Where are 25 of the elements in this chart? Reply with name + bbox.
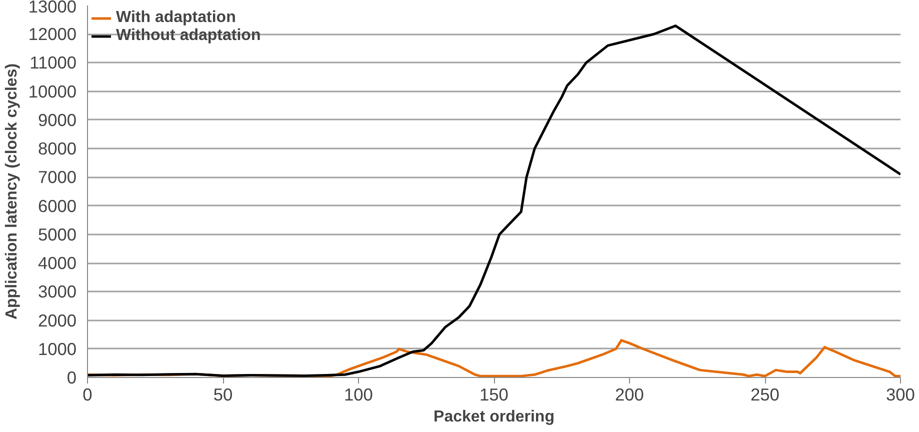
y-tick-label: 1000 <box>38 338 77 359</box>
x-tick-label: 150 <box>480 384 508 404</box>
x-tick-label: 250 <box>750 384 780 404</box>
x-tick-label: 200 <box>615 384 644 404</box>
legend-label: Without adaptation <box>116 27 261 45</box>
y-tick-label: 11000 <box>30 52 77 73</box>
y-axis-title: Application latency (clock cycles) <box>3 63 20 320</box>
x-axis-title: Packet ordering <box>434 408 554 426</box>
y-tick-label: 2000 <box>38 310 77 330</box>
y-tick-label: 10000 <box>28 81 76 102</box>
y-tick-label: 6000 <box>38 196 77 216</box>
x-tick-label: 50 <box>213 384 233 404</box>
legend-label: With adaptation <box>116 9 236 27</box>
y-tick-label: 9000 <box>38 110 77 130</box>
y-tick-label: 4000 <box>38 253 77 274</box>
y-tick-label: 5000 <box>38 224 77 244</box>
y-tick-label: 8000 <box>38 138 77 159</box>
y-tick-label: 3000 <box>38 282 77 302</box>
x-tick-label: 0 <box>82 384 92 404</box>
y-tick-label: 13000 <box>28 0 76 16</box>
y-tick-label: 7000 <box>38 167 77 188</box>
x-tick-label: 100 <box>344 384 373 404</box>
x-tick-label: 300 <box>886 384 915 404</box>
y-tick-label: 0 <box>66 368 77 388</box>
y-tick-label: 12000 <box>28 24 76 44</box>
